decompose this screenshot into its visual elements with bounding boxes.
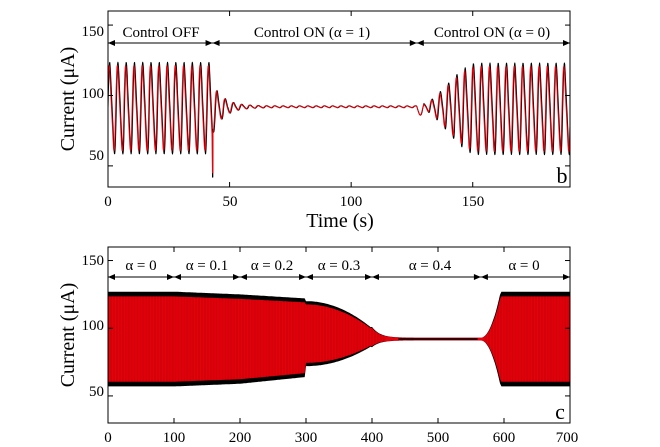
panel-b-label: b: [557, 163, 568, 188]
panel-c-segment-label: α = 0.1: [186, 258, 229, 274]
arrowhead-right: [167, 274, 174, 280]
arrowhead-right: [409, 40, 417, 46]
arrowhead-right: [473, 274, 481, 280]
panel-b-segment-label: Control OFF: [122, 25, 199, 41]
panel-b-y-axis-label: Current (μA): [57, 47, 79, 152]
panel-b-y-tick-label: 150: [82, 24, 105, 40]
panel-b-x-axis-label: Time (s): [306, 210, 374, 232]
arrowhead-right: [563, 274, 570, 280]
panel-c-traces: [108, 291, 570, 387]
panel-b: Control OFF Control ON (α = 1) Control O…: [57, 10, 571, 232]
arrowhead-right: [365, 274, 372, 280]
panel-c-segment-label: α = 0.4: [409, 258, 452, 274]
arrowhead-right: [205, 40, 213, 46]
panel-c-oscillation-texture: [108, 296, 569, 382]
panel-b-traces: [107, 61, 571, 178]
panel-c-x-tick-label: 500: [427, 430, 450, 446]
arrowhead-right: [233, 274, 240, 280]
panel-c-x-tick-label: 0: [104, 430, 112, 446]
panel-b-x-tick-label: 150: [462, 194, 485, 210]
panel-c-ticks: [107, 247, 571, 423]
arrowhead-right: [299, 274, 306, 280]
arrowhead-left: [240, 274, 247, 280]
panel-b-segment-label: Control ON (α = 0): [434, 25, 550, 41]
arrowhead-left: [480, 274, 488, 280]
panel-b-segment-arrows: [108, 40, 570, 46]
panel-b-x-tick-label: 0: [104, 194, 112, 210]
panel-c: α = 0 α = 0.1 α = 0.2 α = 0.3 α = 0.4 α …: [57, 246, 579, 446]
arrowhead-left: [372, 274, 379, 280]
panel-c-x-tick-label: 400: [361, 430, 384, 446]
panel-b-x-tick-label: 50: [223, 194, 238, 210]
panel-b-trace-red: [107, 65, 571, 174]
panel-b-x-tick-label: 100: [340, 194, 363, 210]
panel-c-x-tick-label: 100: [163, 430, 186, 446]
panel-c-x-tick-label: 600: [493, 430, 516, 446]
panel-b-ticks: [107, 11, 570, 187]
panel-c-segment-arrows: [108, 274, 570, 280]
arrowhead-left: [108, 40, 115, 46]
panel-c-y-tick-label: 150: [82, 253, 105, 269]
panel-c-label: c: [555, 399, 565, 424]
panel-b-y-tick-label: 50: [89, 148, 104, 164]
panel-c-trace-red: [108, 296, 570, 382]
arrowhead-left: [174, 274, 181, 280]
panel-c-x-tick-label: 200: [229, 430, 252, 446]
arrowhead-left: [306, 274, 313, 280]
arrowhead-left: [212, 40, 220, 46]
panel-c-y-axis-label: Current (μA): [57, 283, 79, 388]
panel-c-x-tick-label: 300: [295, 430, 318, 446]
panel-b-y-tick-label: 100: [82, 86, 105, 102]
panel-b-segment-label: Control ON (α = 1): [254, 25, 370, 41]
panel-c-segment-label: α = 0: [508, 258, 539, 274]
panel-c-x-tick-label: 700: [556, 430, 579, 446]
arrowhead-left: [416, 40, 424, 46]
panel-c-segment-label: α = 0: [125, 258, 156, 274]
panel-c-segment-label: α = 0.2: [251, 258, 294, 274]
arrowhead-left: [108, 274, 115, 280]
panel-c-segment-label: α = 0.3: [318, 258, 361, 274]
panel-c-frame: [107, 246, 571, 424]
panel-b-frame: [107, 10, 571, 188]
panel-c-y-tick-label: 50: [89, 384, 104, 400]
arrowhead-right: [563, 40, 570, 46]
panel-c-y-tick-label: 100: [82, 318, 105, 334]
